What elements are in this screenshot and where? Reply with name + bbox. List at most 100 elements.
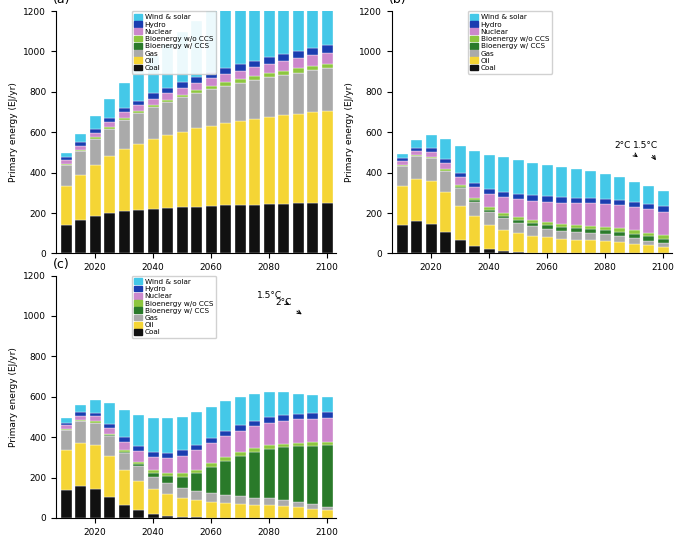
Bar: [643, 209, 655, 233]
Bar: [498, 230, 509, 251]
Bar: [658, 207, 668, 212]
Bar: [397, 165, 407, 186]
Bar: [133, 466, 144, 481]
Bar: [322, 0, 332, 45]
Bar: [162, 476, 173, 483]
Bar: [162, 494, 173, 516]
Bar: [90, 445, 101, 489]
Bar: [542, 225, 553, 229]
Bar: [90, 413, 101, 417]
Bar: [75, 145, 86, 150]
Bar: [234, 79, 246, 83]
Bar: [629, 230, 640, 234]
Bar: [440, 171, 452, 192]
Bar: [322, 203, 332, 253]
Bar: [279, 71, 289, 75]
Bar: [119, 441, 130, 450]
Bar: [90, 133, 101, 137]
Bar: [104, 213, 116, 253]
Bar: [191, 90, 202, 93]
Bar: [119, 437, 130, 441]
Bar: [643, 245, 655, 253]
Bar: [556, 203, 567, 224]
Bar: [512, 223, 524, 233]
Bar: [397, 186, 407, 225]
Bar: [264, 0, 275, 57]
Bar: [133, 462, 144, 464]
Bar: [264, 449, 275, 498]
Bar: [220, 457, 231, 461]
Bar: [234, 64, 246, 71]
Legend: Wind & solar, Hydro, Nuclear, Bioenergy w/o CCS, Bioenergy w/ CCS, Gas, Oil, Coa: Wind & solar, Hydro, Nuclear, Bioenergy …: [468, 11, 552, 74]
Bar: [512, 160, 524, 195]
Bar: [75, 150, 86, 151]
Bar: [455, 188, 466, 206]
Bar: [512, 233, 524, 252]
Bar: [220, 436, 231, 457]
Bar: [426, 148, 437, 152]
Bar: [148, 418, 159, 452]
Bar: [279, 392, 289, 415]
Bar: [585, 229, 596, 233]
Bar: [527, 201, 538, 220]
Bar: [104, 497, 116, 518]
Bar: [104, 424, 116, 428]
Bar: [397, 225, 407, 253]
Bar: [440, 169, 452, 171]
Bar: [148, 56, 159, 94]
Bar: [234, 452, 246, 456]
Bar: [61, 429, 71, 430]
Bar: [469, 202, 480, 217]
Bar: [249, 0, 260, 61]
Bar: [191, 491, 202, 500]
Bar: [658, 212, 668, 235]
Bar: [162, 483, 173, 494]
Bar: [176, 451, 188, 456]
Bar: [307, 413, 318, 419]
Bar: [542, 222, 553, 225]
Bar: [234, 205, 246, 253]
Bar: [133, 481, 144, 510]
Bar: [279, 415, 289, 420]
Bar: [307, 419, 318, 442]
Bar: [293, 414, 304, 419]
Bar: [322, 418, 332, 441]
Bar: [61, 153, 71, 157]
Bar: [133, 464, 144, 466]
Bar: [61, 186, 71, 225]
Bar: [206, 89, 217, 126]
Bar: [643, 236, 655, 241]
Bar: [133, 100, 144, 105]
Bar: [322, 45, 332, 53]
Bar: [469, 151, 480, 182]
Bar: [293, 73, 304, 114]
Bar: [148, 514, 159, 518]
Bar: [61, 418, 71, 423]
Bar: [249, 204, 260, 253]
Bar: [484, 225, 495, 250]
Text: (a): (a): [53, 0, 71, 6]
Bar: [206, 467, 217, 493]
Bar: [176, 498, 188, 517]
Bar: [615, 177, 625, 199]
Bar: [162, 458, 173, 473]
Bar: [148, 107, 159, 139]
Bar: [322, 68, 332, 111]
Bar: [643, 186, 655, 204]
Bar: [119, 410, 130, 437]
Bar: [206, 206, 217, 253]
Bar: [279, 447, 289, 500]
Bar: [234, 456, 246, 496]
Bar: [119, 83, 130, 108]
Bar: [206, 407, 217, 438]
Bar: [176, 417, 188, 451]
Bar: [206, 126, 217, 206]
Bar: [61, 225, 71, 253]
Bar: [322, 510, 332, 518]
Bar: [293, 502, 304, 507]
Bar: [322, 507, 332, 510]
Bar: [133, 415, 144, 446]
Bar: [469, 246, 480, 253]
Bar: [75, 443, 86, 485]
Bar: [162, 473, 173, 476]
